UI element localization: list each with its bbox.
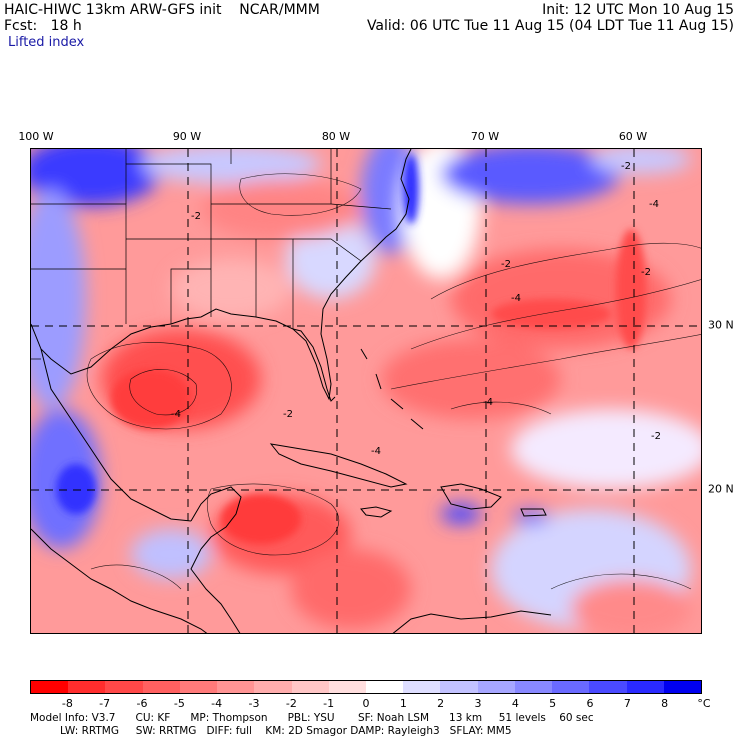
colorbar-cell xyxy=(589,681,627,693)
colorbar-tick-label: 3 xyxy=(474,697,482,710)
contour-label: -4 xyxy=(371,446,381,457)
contour-label-group: -2 -4 -2 -4 -2 -4 -2 -2 -4 -4 -2 xyxy=(171,161,661,457)
colorbar-cell xyxy=(514,681,553,693)
contour-label: -4 xyxy=(171,409,181,420)
coastlines xyxy=(31,149,552,633)
contour-label: -2 xyxy=(501,259,511,270)
colorbar-tick-label: 6 xyxy=(586,697,594,710)
contour-label: -4 xyxy=(511,293,521,304)
footer-line-1: Model Info: V3.7 CU: KF MP: Thompson PBL… xyxy=(30,712,594,724)
colorbar-tick-label: -6 xyxy=(136,697,148,710)
colorbar-cell xyxy=(477,681,515,693)
colorbar-tick-label: 4 xyxy=(511,697,519,710)
colorbar-cell xyxy=(105,681,143,693)
graticule xyxy=(31,149,701,633)
footer-line-2: LW: RRTMG SW: RRTMG DIFF: full KM: 2D Sm… xyxy=(30,725,512,737)
map-svg: -2 -4 -2 -4 -2 -4 -2 -2 -4 -4 -2 xyxy=(31,149,701,633)
colorbar-cell xyxy=(217,681,255,693)
colorbar-tick-label: 1 xyxy=(399,697,407,710)
lon-label-70w: 70 W xyxy=(470,130,500,143)
colorbar-cell xyxy=(291,681,329,693)
colorbar-cell xyxy=(552,681,590,693)
lon-label-60w: 60 W xyxy=(618,130,648,143)
field-shading xyxy=(31,149,701,633)
contour-label: -2 xyxy=(191,211,201,222)
colorbar-tick-label: 0 xyxy=(362,697,370,710)
field-name: Lifted index xyxy=(8,35,85,50)
colorbar-tick-label: 2 xyxy=(437,697,445,710)
contour-label: -4 xyxy=(483,397,493,408)
colorbar-cell xyxy=(365,681,404,693)
lat-label-30n: 30 N xyxy=(708,318,734,332)
colorbar-cell xyxy=(142,681,180,693)
colorbar xyxy=(30,680,702,694)
colorbar-cell xyxy=(440,681,478,693)
title-left: HAIC-HIWC 13km ARW-GFS init NCAR/MMM xyxy=(4,2,320,18)
colorbar-cell xyxy=(68,681,106,693)
lat-label-20n: 20 N xyxy=(708,482,734,496)
contours xyxy=(86,173,701,590)
colorbar-tick-label: -7 xyxy=(99,697,111,710)
contour-label: -2 xyxy=(283,409,293,420)
field-detail xyxy=(56,154,646,544)
lon-label-100w: 100 W xyxy=(18,130,54,143)
colorbar-tick-label: -3 xyxy=(248,697,260,710)
colorbar-cell xyxy=(663,681,701,693)
lon-label-90w: 90 W xyxy=(172,130,202,143)
colorbar-tick-label: -2 xyxy=(285,697,297,710)
init-time: Init: 12 UTC Mon 10 Aug 15 xyxy=(542,2,734,18)
colorbar-cell xyxy=(328,681,366,693)
colorbar-unit: °C xyxy=(697,697,711,710)
colorbar-tick-label: -1 xyxy=(323,697,335,710)
colorbar-cell xyxy=(403,681,441,693)
colorbar-cell xyxy=(626,681,664,693)
colorbar-cell xyxy=(254,681,292,693)
colorbar-tick-label: 5 xyxy=(549,697,557,710)
lifted-index-map: -2 -4 -2 -4 -2 -4 -2 -2 -4 -4 -2 xyxy=(30,148,702,634)
contour-label: -2 xyxy=(621,161,631,172)
colorbar-tick-label: -5 xyxy=(173,697,185,710)
forecast-hour: Fcst: 18 h xyxy=(4,18,82,34)
lon-label-80w: 80 W xyxy=(321,130,351,143)
contour-label: -2 xyxy=(641,267,651,278)
state-borders xyxy=(31,149,392,360)
colorbar-cell xyxy=(31,681,69,693)
valid-time: Valid: 06 UTC Tue 11 Aug 15 (04 LDT Tue … xyxy=(366,18,734,34)
contour-label: -4 xyxy=(649,199,659,210)
colorbar-cell xyxy=(179,681,218,693)
colorbar-tick-label: -4 xyxy=(211,697,223,710)
colorbar-tick-label: 7 xyxy=(623,697,631,710)
colorbar-tick-label: -8 xyxy=(61,697,73,710)
contour-label: -2 xyxy=(651,431,661,442)
colorbar-tick-label: 8 xyxy=(661,697,669,710)
